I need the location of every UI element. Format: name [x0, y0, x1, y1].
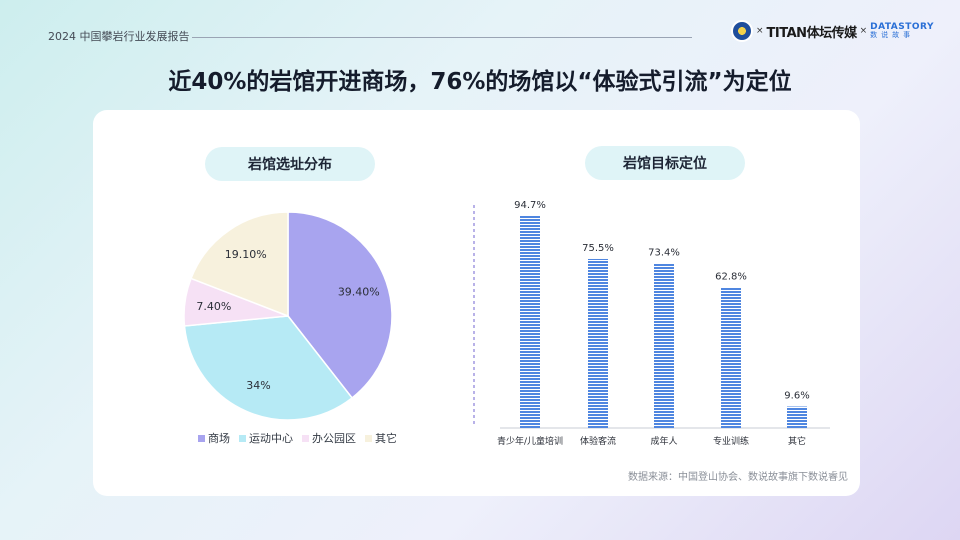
bar-value-label-2: 73.4%	[648, 248, 680, 259]
pie-slice-1	[183, 315, 354, 421]
bar-category-label-0: 青少年/儿童培训	[497, 435, 563, 447]
bar-value-label-0: 94.7%	[514, 200, 546, 211]
data-source-note: 数据来源：中国登山协会、数说故事旗下数说睿见	[628, 472, 848, 483]
datastory-logo-en: DATASTORY	[870, 22, 934, 32]
partner-logos: × TITAN体坛传媒 × DATASTORY 数说故事	[731, 18, 934, 44]
logo-separator-2: ×	[859, 26, 868, 36]
bar-0	[520, 216, 540, 428]
pie-slice-0	[287, 211, 393, 399]
bar-category-label-1: 体验客流	[580, 435, 616, 447]
bar-value-label-3: 62.8%	[715, 271, 747, 282]
legend-swatch-3	[365, 434, 372, 442]
bar-value-label-1: 75.5%	[582, 243, 614, 254]
pie-chart: 39.40% 34% 7.40% 19.10%	[183, 211, 393, 421]
pie-slice-3	[190, 211, 289, 318]
legend-item-2: 办公园区	[302, 430, 356, 446]
legend-item-0: 商场	[198, 430, 230, 446]
bar-chart-title: 岩馆目标定位	[585, 146, 745, 180]
pie-slice-label-3: 19.10%	[225, 248, 267, 261]
bar-category-label-2: 成年人	[650, 435, 677, 447]
pie-chart-title: 岩馆选址分布	[205, 147, 375, 181]
legend-item-3: 其它	[365, 430, 397, 446]
header-divider	[192, 37, 692, 38]
datastory-logo: DATASTORY 数说故事	[870, 23, 934, 39]
bar-4	[787, 406, 807, 428]
header-year-label: 2024 中国攀岩行业发展报告	[48, 30, 190, 43]
titan-logo: TITAN体坛传媒	[766, 22, 858, 41]
pie-legend: 商场 运动中心 办公园区 其它	[198, 430, 397, 446]
page-title: 近40%的岩馆开进商场，76%的场馆以“体验式引流”为定位	[168, 69, 792, 95]
legend-label-0: 商场	[208, 432, 230, 445]
legend-label-1: 运动中心	[249, 432, 293, 445]
bar-category-label-4: 其它	[788, 435, 806, 447]
bar-2	[654, 263, 674, 428]
bar-3	[721, 287, 741, 428]
titan-logo-name: 体坛传媒	[806, 25, 858, 41]
legend-swatch-1	[239, 434, 246, 442]
bar-chart: 94.7% 青少年/儿童培训 75.5% 体验客流 73.4% 成年人 62.8% 专业训练 9…	[473, 200, 830, 447]
legend-label-2: 办公园区	[312, 432, 356, 445]
bar-value-label-4: 9.6%	[784, 391, 809, 402]
legend-swatch-0	[198, 434, 205, 442]
legend-label-3: 其它	[375, 432, 397, 445]
legend-swatch-2	[302, 434, 309, 442]
mountaineering-association-logo	[731, 20, 753, 42]
datastory-logo-cn: 数说故事	[870, 31, 915, 39]
pie-slice-label-2: 7.40%	[196, 300, 231, 313]
bar-category-label-3: 专业训练	[713, 435, 749, 447]
logo-separator: ×	[756, 26, 764, 36]
legend-item-1: 运动中心	[239, 430, 293, 446]
titan-logo-prefix: TITAN	[766, 25, 808, 41]
bar-1	[588, 258, 608, 428]
pie-slice-label-1: 34%	[246, 379, 270, 392]
pie-slice-label-0: 39.40%	[338, 286, 380, 299]
